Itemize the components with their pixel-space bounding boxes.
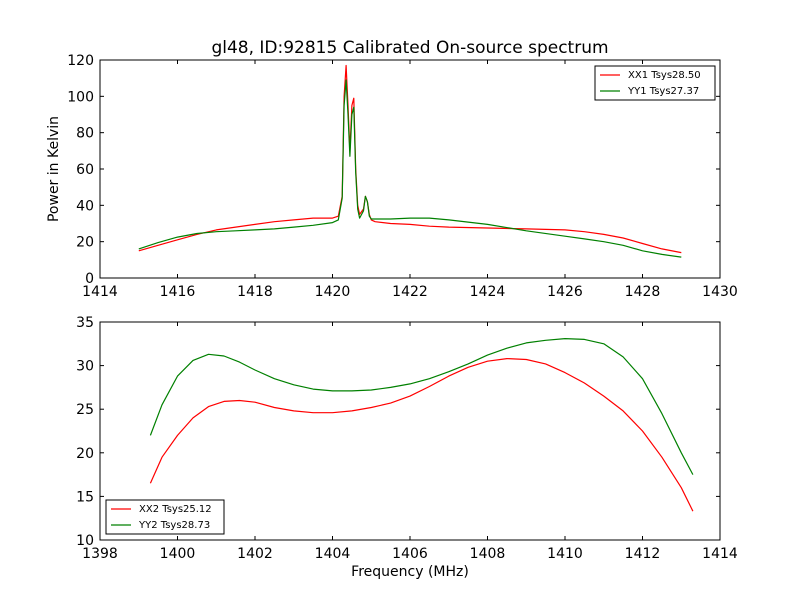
top-legend: XX1 Tsys28.50 YY1 Tsys27.37 — [594, 65, 716, 101]
top-y-axis-label: Power in Kelvin — [46, 116, 62, 222]
top-series-lines — [138, 64, 682, 258]
bottom-y-tick-label: 25 — [76, 402, 94, 418]
top-y-tick-label: 20 — [76, 235, 94, 251]
bottom-x-tick-label: 1406 — [392, 546, 428, 562]
top-y-tick-label: 40 — [76, 198, 94, 214]
top-x-tick-label: 1424 — [470, 284, 506, 300]
bottom-x-axis-label: Frequency (MHz) — [351, 564, 469, 580]
bottom-series-line-green — [149, 338, 694, 475]
bottom-y-tick-label: 30 — [76, 359, 94, 375]
bottom-x-tick-label: 1404 — [315, 546, 351, 562]
bottom-legend-box — [105, 499, 225, 535]
top-plot-frame — [99, 59, 721, 279]
top-x-tick-label: 1414 — [82, 284, 118, 300]
top-legend-box — [594, 65, 716, 101]
bottom-plot-frame — [99, 321, 721, 541]
top-y-tick-label: 60 — [76, 162, 94, 178]
bottom-y-tick-label: 10 — [76, 533, 94, 549]
bottom-legend-label-xx2: XX2 Tsys25.12 — [139, 504, 212, 515]
bottom-legend: XX2 Tsys25.12 YY2 Tsys28.73 — [105, 499, 225, 535]
top-x-tick-label: 1420 — [315, 284, 351, 300]
bottom-series-lines — [149, 338, 694, 512]
top-y-tick-label: 80 — [76, 126, 94, 142]
bottom-x-tick-label: 1412 — [625, 546, 661, 562]
top-x-tick-label: 1416 — [160, 284, 196, 300]
bottom-x-tick-label: 1398 — [82, 546, 118, 562]
top-axis-ticks: 1414 1416 1418 1420 1422 1424 1426 1428 1430 0 20 4… — [67, 53, 738, 300]
top-legend-label-xx1: XX1 Tsys28.50 — [628, 70, 701, 81]
bottom-x-tick-label: 1414 — [702, 546, 738, 562]
bottom-axis-ticks: 1398 1400 1402 1404 1406 1408 1410 1412 1414 10 15… — [76, 315, 738, 562]
top-x-tick-label: 1418 — [237, 284, 273, 300]
bottom-x-tick-label: 1410 — [547, 546, 583, 562]
top-x-tick-label: 1430 — [702, 284, 738, 300]
top-legend-label-yy1: YY1 Tsys27.37 — [627, 86, 699, 97]
chart-title: gl48, ID:92815 Calibrated On-source spec… — [211, 38, 608, 58]
top-x-tick-label: 1428 — [625, 284, 661, 300]
bottom-series-line-red — [149, 358, 694, 512]
bottom-y-tick-label: 15 — [76, 489, 94, 505]
bottom-spectrum-panel: Frequency (MHz) 1398 1400 1402 1404 1406 1408… — [76, 315, 738, 580]
top-x-tick-label: 1426 — [547, 284, 583, 300]
bottom-x-tick-label: 1400 — [160, 546, 196, 562]
bottom-legend-label-yy2: YY2 Tsys28.73 — [138, 520, 210, 531]
bottom-x-tick-label: 1408 — [470, 546, 506, 562]
top-spectrum-panel: gl48, ID:92815 Calibrated On-source spec… — [46, 38, 738, 300]
bottom-y-tick-label: 35 — [76, 315, 94, 331]
top-y-tick-label: 0 — [85, 271, 94, 287]
top-y-tick-label: 120 — [67, 53, 94, 69]
bottom-y-tick-label: 20 — [76, 446, 94, 462]
bottom-x-tick-label: 1402 — [237, 546, 273, 562]
top-series-line-green — [138, 79, 682, 258]
top-y-tick-label: 100 — [67, 89, 94, 105]
top-x-tick-label: 1422 — [392, 284, 428, 300]
